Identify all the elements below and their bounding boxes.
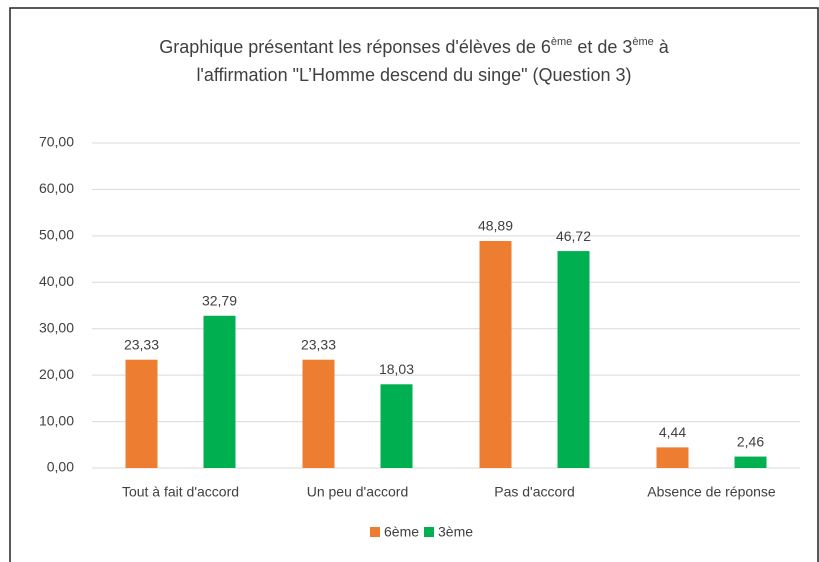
bar	[125, 359, 158, 468]
x-tick-label: Tout à fait d'accord	[122, 484, 239, 500]
bar	[479, 241, 512, 468]
chart-title: Graphique présentant les réponses d'élèv…	[159, 36, 670, 57]
title-part: Graphique présentant les réponses d'élèv…	[159, 37, 551, 57]
data-label: 48,89	[478, 218, 513, 234]
y-tick-label: 50,00	[39, 227, 74, 243]
title-superscript: ème	[551, 36, 572, 48]
title-part: l'affirmation "L’Homme descend du singe"…	[196, 65, 631, 85]
y-tick-label: 40,00	[39, 273, 74, 289]
chart-title: l'affirmation "L’Homme descend du singe"…	[196, 65, 631, 85]
data-label: 2,46	[737, 433, 764, 449]
data-label: 4,44	[659, 424, 686, 440]
title-superscript: ème	[632, 36, 653, 48]
title-part: et de 3	[572, 37, 632, 57]
data-label: 23,33	[124, 336, 159, 352]
legend-label: 3ème	[438, 524, 473, 540]
bar	[380, 384, 413, 468]
data-label: 23,33	[301, 336, 336, 352]
y-tick-label: 0,00	[47, 459, 74, 475]
data-label: 18,03	[379, 361, 414, 377]
legend-swatch	[424, 527, 434, 537]
bar	[656, 447, 689, 468]
y-tick-label: 10,00	[39, 412, 74, 428]
chart-border	[9, 7, 819, 562]
y-tick-label: 20,00	[39, 366, 74, 382]
x-tick-label: Pas d'accord	[494, 484, 575, 500]
legend-swatch	[370, 527, 380, 537]
x-tick-label: Absence de réponse	[647, 484, 776, 500]
y-tick-label: 70,00	[39, 134, 74, 150]
y-tick-label: 30,00	[39, 319, 74, 335]
bar	[557, 251, 590, 468]
bar	[302, 359, 335, 468]
legend-label: 6ème	[384, 524, 419, 540]
data-label: 32,79	[202, 292, 237, 308]
x-tick-label: Un peu d'accord	[307, 484, 409, 500]
title-part: à	[654, 37, 670, 57]
bar	[734, 456, 767, 468]
y-tick-label: 60,00	[39, 180, 74, 196]
data-label: 46,72	[556, 228, 591, 244]
bar	[203, 315, 236, 468]
